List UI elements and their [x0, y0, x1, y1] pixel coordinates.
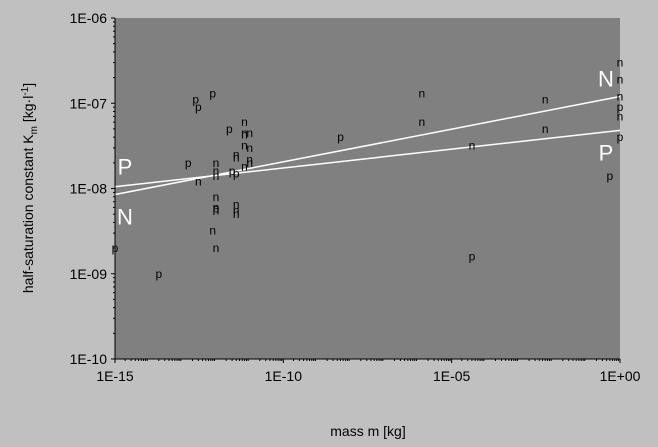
point-n: n [213, 164, 220, 178]
line-label-p: P [118, 155, 133, 180]
point-n: n [246, 156, 253, 170]
y-axis-title-main: half-saturation constant K [20, 134, 36, 293]
point-n: n [213, 156, 220, 170]
point-n: n [617, 56, 624, 70]
point-p: p [155, 267, 162, 281]
x-tick-label: 1E-10 [265, 368, 303, 384]
point-n: n [241, 138, 248, 152]
point-n: n [246, 126, 253, 140]
regression-line-p [114, 129, 621, 188]
point-n: n [213, 241, 220, 255]
point-n: n [209, 224, 216, 238]
point-n: n [617, 109, 624, 123]
point-p: p [213, 202, 220, 216]
line-label-n: N [598, 66, 614, 91]
point-p: p [195, 100, 202, 114]
x-tick-label: 1E-05 [433, 368, 471, 384]
point-p: p [229, 164, 236, 178]
x-tick-label: 1E-15 [96, 368, 134, 384]
point-n: n [213, 190, 220, 204]
point-n: n [241, 115, 248, 129]
point-n: n [233, 204, 240, 218]
point-p: p [469, 249, 476, 263]
point-n: n [617, 72, 624, 86]
point-p: p [185, 156, 192, 170]
y-tick-label: 1E-10 [70, 351, 108, 367]
y-tick-label: 1E-07 [70, 95, 108, 111]
point-n: n [233, 207, 240, 221]
point-n: n [241, 126, 248, 140]
y-tick-label: 1E-06 [70, 10, 108, 26]
x-axis-title: mass m [kg] [330, 423, 405, 439]
point-n: n [246, 152, 253, 166]
y-tick-label: 1E-09 [70, 266, 108, 282]
point-n: n [241, 160, 248, 174]
point-n: n [213, 169, 220, 183]
point-p: p [209, 87, 216, 101]
y-axis-title: half-saturation constant Km [kg·l-1] [20, 83, 40, 293]
point-n: n [213, 204, 220, 218]
point-n: n [233, 151, 240, 165]
regression-line-n [114, 95, 621, 196]
point-n: n [542, 93, 549, 107]
point-n: n [418, 115, 425, 129]
point-n: n [246, 141, 253, 155]
point-p: p [233, 166, 240, 180]
point-p: p [617, 130, 624, 144]
point-n: n [617, 89, 624, 103]
point-n: n [195, 175, 202, 189]
plot-area [115, 18, 620, 359]
x-tick-label: 1E+00 [600, 368, 641, 384]
line-label-n: N [117, 205, 133, 230]
point-p: p [617, 100, 624, 114]
y-axis-title-subscript: m [29, 126, 40, 134]
point-n: n [241, 127, 248, 141]
regression-lines [114, 95, 621, 196]
point-p: p [192, 93, 199, 107]
point-p: p [607, 169, 614, 183]
point-n: n [233, 148, 240, 162]
point-p: p [337, 130, 344, 144]
y-axis-title-superscript: -1 [20, 86, 31, 95]
y-axis-title-close: ] [20, 83, 36, 87]
line-label-p: P [599, 140, 614, 165]
point-n: n [542, 122, 549, 136]
point-n: n [469, 138, 476, 152]
point-n: n [233, 197, 240, 211]
y-tick-label: 1E-08 [70, 181, 108, 197]
point-p: p [226, 122, 233, 136]
point-n: n [213, 200, 220, 214]
y-axis-title-unit: [kg·l [20, 96, 36, 126]
point-n: n [418, 87, 425, 101]
